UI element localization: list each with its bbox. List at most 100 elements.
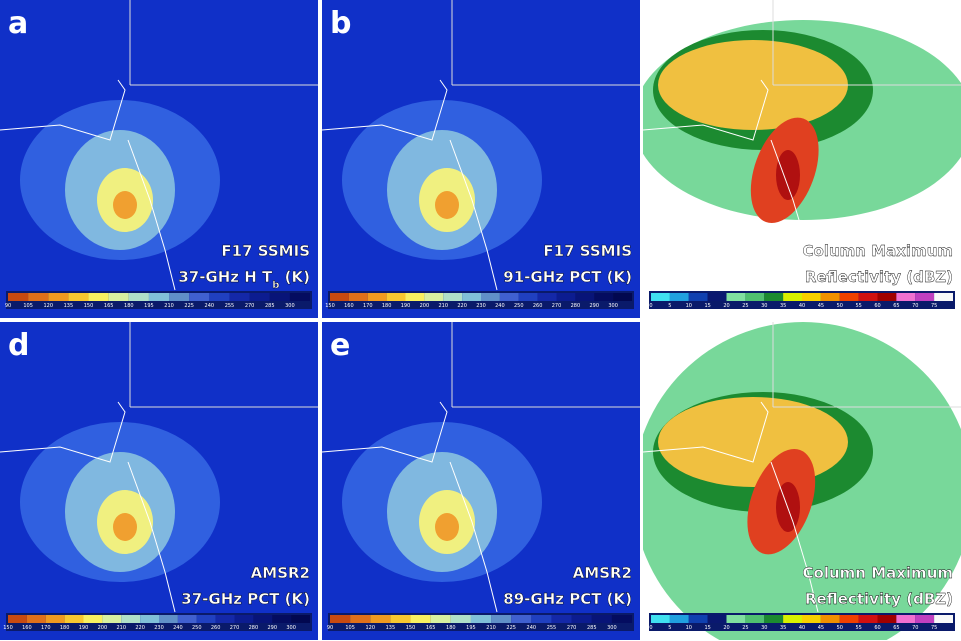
colorbar-label: 105	[23, 303, 33, 309]
colorbar-label: 70	[912, 625, 918, 631]
colorbar-label: 280	[571, 303, 581, 309]
colorbar-cell	[821, 293, 840, 301]
colorbar-label: 45	[818, 625, 824, 631]
echo	[658, 397, 848, 487]
colorbar-label: 180	[382, 303, 392, 309]
panel-letter: d	[8, 328, 29, 363]
colorbar-cell	[859, 293, 878, 301]
colorbar-cell	[169, 293, 189, 301]
colorbar-cell	[783, 615, 802, 623]
colorbar-cell	[896, 615, 915, 623]
colorbar-label: 10	[686, 625, 692, 631]
colorbar-label: 165	[104, 303, 114, 309]
colorbar-label: 250	[514, 303, 524, 309]
colorbar-cell	[934, 293, 953, 301]
colorbar-cell	[689, 615, 708, 623]
colorbar-label: 120	[365, 625, 375, 631]
map-panel: eAMSR289-GHz PCT (K)90105120135150165180…	[322, 322, 640, 640]
caption: Reflectivity (dBZ)	[805, 268, 953, 286]
colorbar-cell	[727, 293, 746, 301]
panel-letter: f	[651, 328, 665, 363]
colorbar-cell	[859, 615, 878, 623]
colorbar-cell	[250, 293, 270, 301]
scene	[113, 513, 137, 541]
colorbar-cell	[350, 615, 370, 623]
colorbar-cell	[235, 615, 254, 623]
colorbar-cell	[253, 615, 272, 623]
colorbar-label: 285	[587, 625, 597, 631]
colorbar-label: 170	[363, 303, 373, 309]
scene	[435, 513, 459, 541]
colorbar-cell	[491, 615, 511, 623]
colorbar-label: 210	[164, 303, 174, 309]
colorbar-label: 60	[874, 303, 880, 309]
colorbar-label: 180	[124, 303, 134, 309]
colorbar-cell	[500, 293, 519, 301]
colorbar-cell	[878, 615, 897, 623]
colorbar-label: 270	[245, 303, 255, 309]
colorbar-cell	[216, 615, 235, 623]
colorbar-cell	[538, 293, 557, 301]
caption: Column Maximum	[803, 564, 953, 582]
echo	[776, 150, 800, 200]
panel-letter: a	[8, 6, 28, 41]
colorbar-cell	[209, 293, 229, 301]
colorbar-label: 255	[225, 303, 235, 309]
colorbar-label: 270	[552, 303, 562, 309]
colorbar-label: 45	[818, 303, 824, 309]
colorbar-label: 190	[401, 303, 411, 309]
colorbar-cell	[764, 615, 783, 623]
colorbar-label: 165	[426, 625, 436, 631]
panel-letter: c	[651, 6, 669, 41]
colorbar-label: 40	[799, 303, 805, 309]
caption: Reflectivity (dBZ)	[805, 590, 953, 608]
colorbar-label: 170	[41, 625, 51, 631]
colorbar-label: 30	[761, 625, 767, 631]
colorbar-cell	[48, 293, 68, 301]
colorbar-label: 300	[608, 303, 618, 309]
colorbar-label: 300	[607, 625, 617, 631]
colorbar-label: 65	[893, 625, 899, 631]
colorbar-label: 90	[5, 303, 11, 309]
colorbar-cell	[178, 615, 197, 623]
colorbar-cell	[197, 615, 216, 623]
colorbar-cell	[471, 615, 491, 623]
caption-part: b	[272, 280, 279, 291]
colorbar-label: 240	[527, 625, 537, 631]
colorbar-label: 135	[386, 625, 396, 631]
colorbar-label: 210	[116, 625, 126, 631]
colorbar-label: 210	[486, 625, 496, 631]
colorbar-cell	[27, 615, 46, 623]
colorbar-cell	[140, 615, 159, 623]
colorbar-cell	[651, 293, 670, 301]
colorbar-label: 260	[533, 303, 543, 309]
caption: F17 SSMIS	[221, 242, 310, 260]
colorbar-cell	[109, 293, 129, 301]
colorbar-label: 60	[874, 625, 880, 631]
colorbar-label: 25	[742, 303, 748, 309]
colorbar-cell	[159, 615, 178, 623]
colorbar-label: 270	[230, 625, 240, 631]
colorbar-label: 15	[704, 625, 710, 631]
colorbar-cell	[411, 615, 431, 623]
colorbar-label: 0	[649, 303, 652, 309]
colorbar-cell	[368, 293, 387, 301]
colorbar-cell	[511, 615, 531, 623]
colorbar-label: 55	[855, 303, 861, 309]
colorbar-label: 105	[345, 625, 355, 631]
colorbar-label: 190	[79, 625, 89, 631]
colorbar-cell	[121, 615, 140, 623]
colorbar-cell	[189, 293, 209, 301]
colorbar-label: 135	[64, 303, 74, 309]
colorbar-cell	[613, 293, 632, 301]
colorbar-cell	[330, 293, 349, 301]
colorbar-label: 150	[3, 625, 13, 631]
colorbar-cell	[291, 615, 310, 623]
colorbar-label: 240	[205, 303, 215, 309]
caption: 89-GHz PCT (K)	[503, 590, 632, 608]
caption-part: (K)	[279, 268, 310, 286]
colorbar-cell	[594, 293, 613, 301]
